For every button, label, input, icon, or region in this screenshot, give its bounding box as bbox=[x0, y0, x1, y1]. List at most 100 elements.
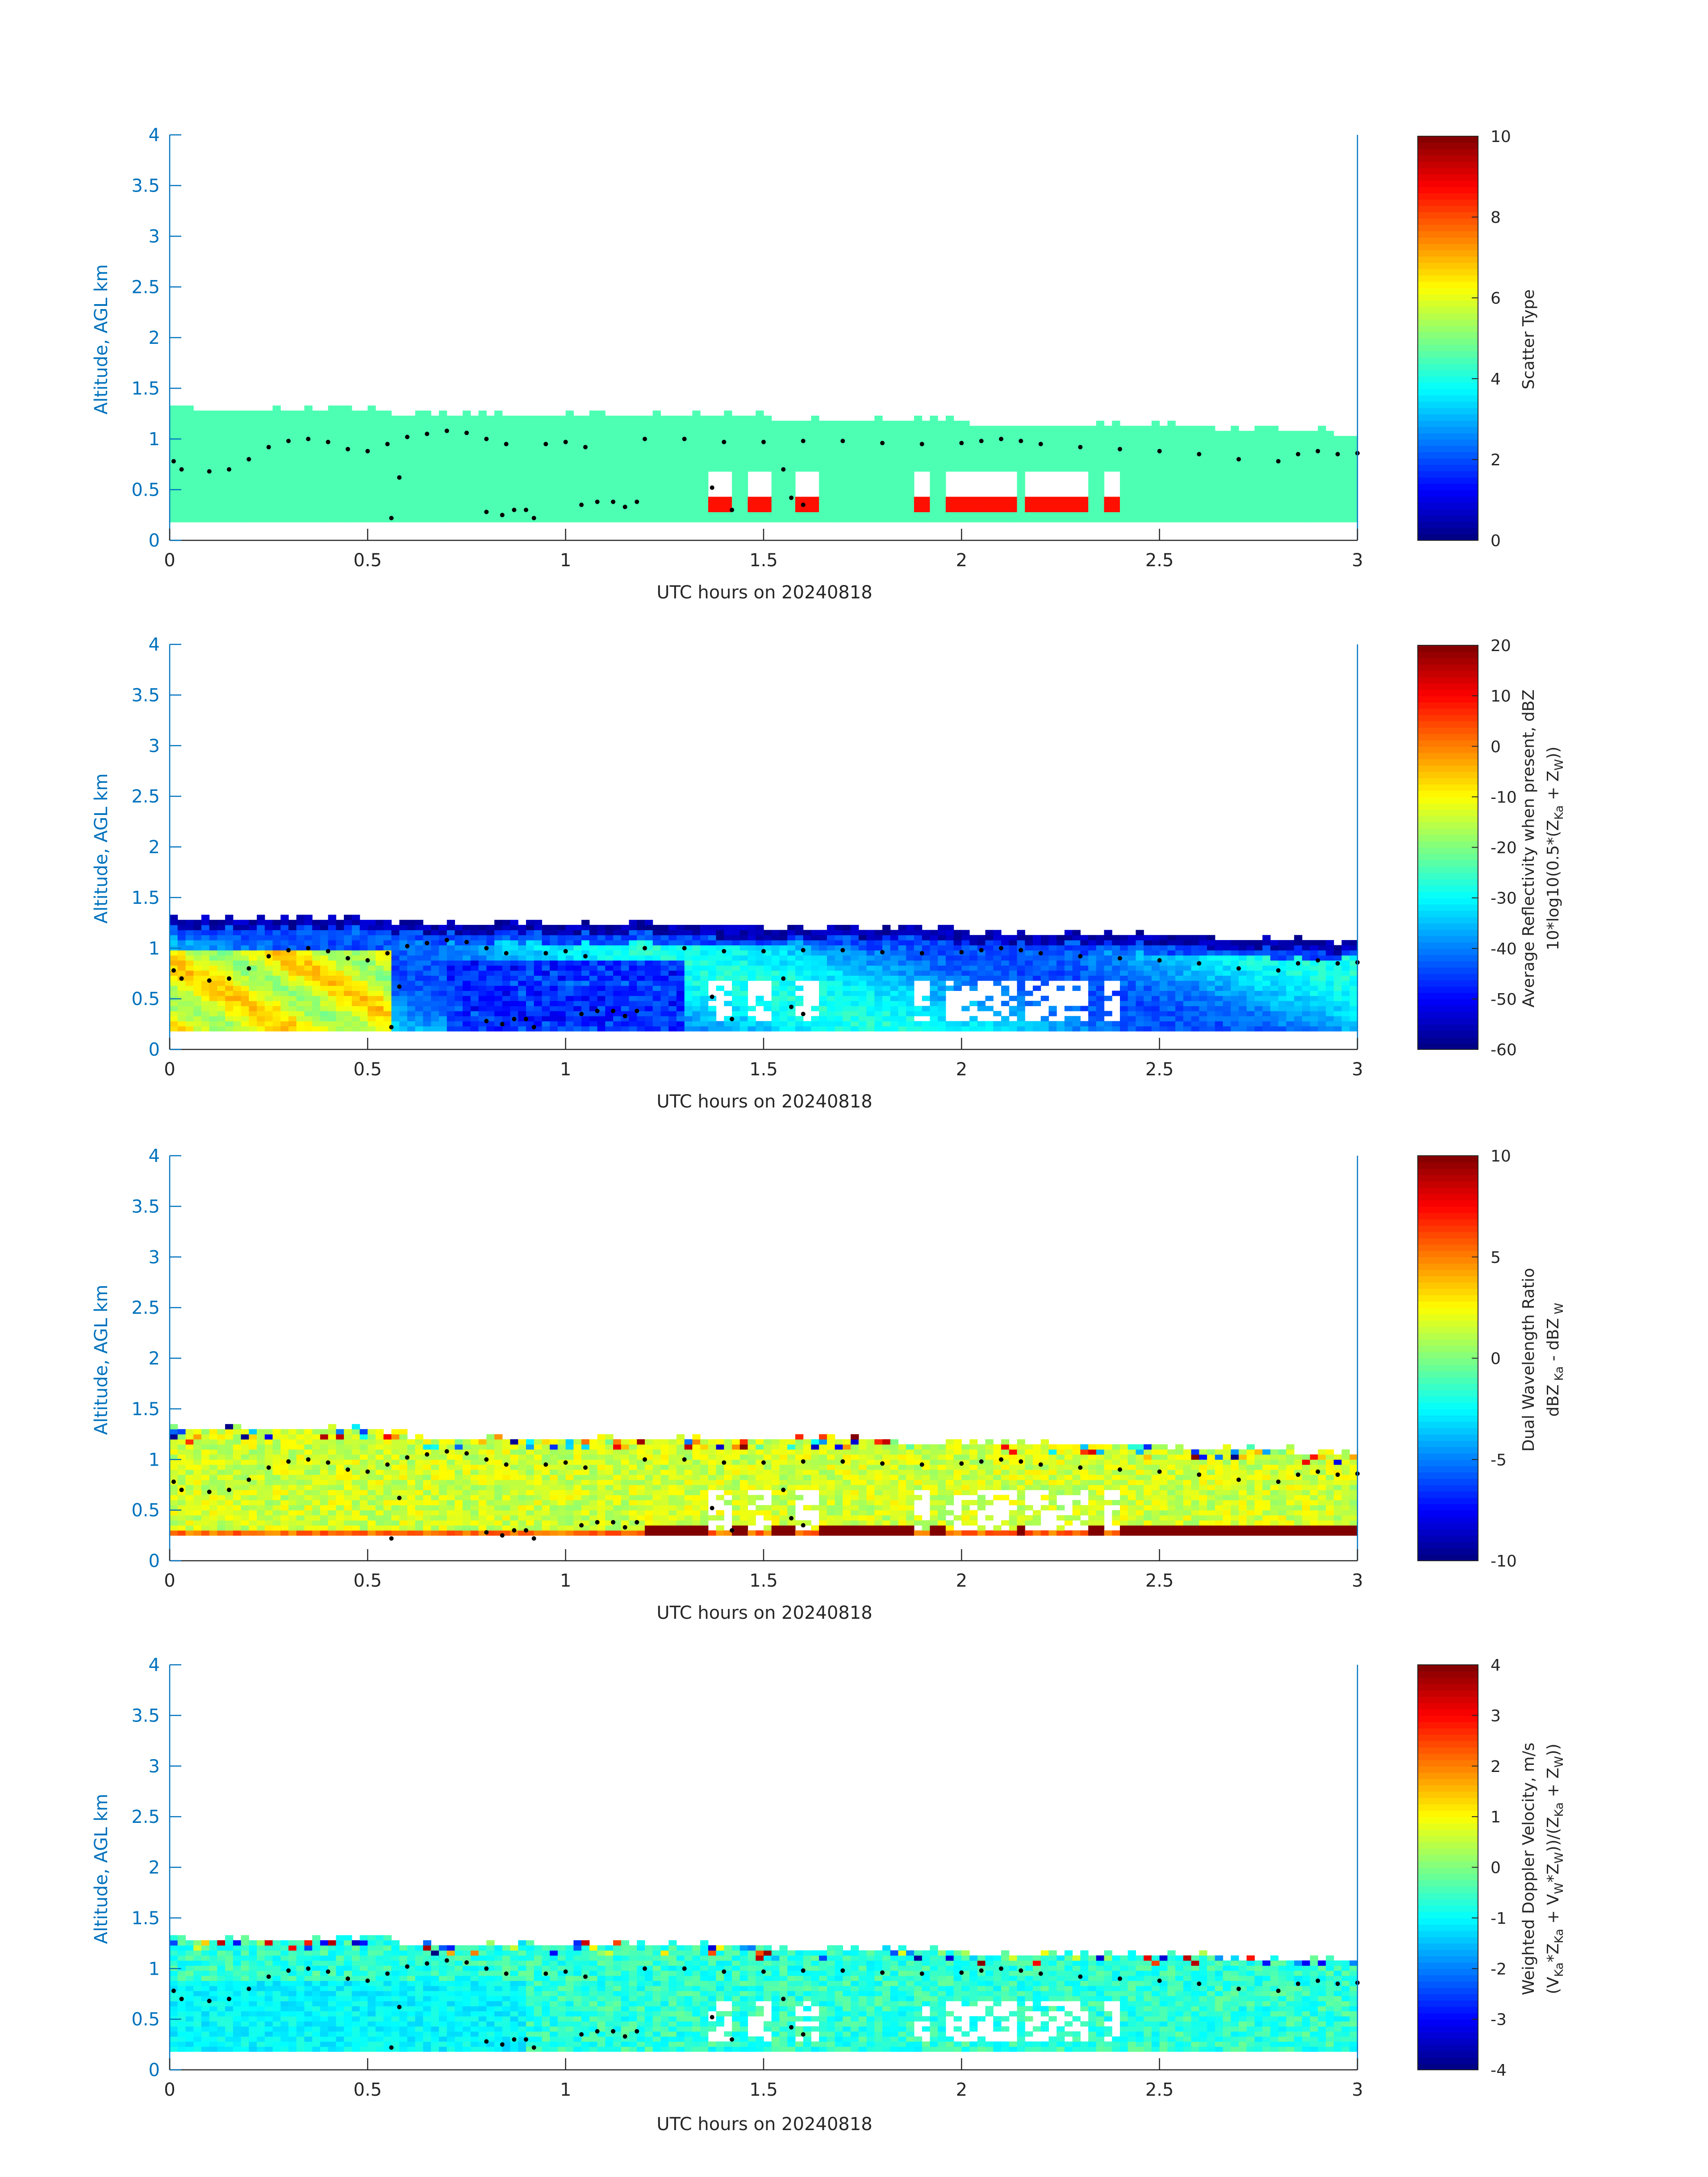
heatmap-cell bbox=[280, 512, 289, 518]
heatmap-cell bbox=[376, 410, 384, 416]
heatmap-cell bbox=[502, 975, 511, 981]
heatmap-cell bbox=[795, 950, 804, 956]
heatmap-cell bbox=[359, 919, 368, 925]
heatmap-cell bbox=[835, 476, 843, 482]
heatmap-cell bbox=[565, 426, 574, 431]
heatmap-cell bbox=[930, 512, 938, 518]
heatmap-cell bbox=[676, 925, 685, 930]
heatmap-cell bbox=[423, 1011, 431, 1016]
heatmap-cell bbox=[201, 965, 210, 971]
heatmap-cell bbox=[423, 476, 431, 482]
heatmap-cell bbox=[296, 960, 305, 966]
heatmap-cell bbox=[550, 980, 558, 986]
heatmap-cell bbox=[1215, 471, 1224, 477]
heatmap-cell bbox=[589, 497, 598, 502]
data-point bbox=[389, 516, 394, 521]
heatmap-cell bbox=[898, 507, 906, 512]
heatmap-cell bbox=[534, 965, 542, 971]
heatmap-cell bbox=[438, 436, 447, 442]
heatmap-cell bbox=[605, 415, 614, 421]
heatmap-cell bbox=[613, 965, 622, 971]
heatmap-cell bbox=[676, 501, 685, 507]
heatmap-cell bbox=[993, 426, 1002, 431]
heatmap-cell bbox=[851, 507, 859, 512]
heatmap-cell bbox=[383, 955, 392, 961]
heatmap-cell bbox=[1207, 436, 1215, 442]
heatmap-cell bbox=[1080, 446, 1089, 451]
heatmap-cell bbox=[336, 471, 344, 477]
heatmap-cell bbox=[652, 476, 661, 482]
heatmap-cell bbox=[898, 421, 906, 426]
heatmap-cell bbox=[312, 925, 321, 930]
heatmap-cell bbox=[502, 1011, 511, 1016]
heatmap-cell bbox=[874, 456, 883, 462]
heatmap-cell bbox=[771, 1016, 780, 1022]
heatmap-cell bbox=[637, 497, 645, 502]
heatmap-cell bbox=[217, 980, 226, 986]
heatmap-cell bbox=[470, 421, 479, 426]
heatmap-cell bbox=[581, 930, 590, 936]
colorbar-band bbox=[1418, 187, 1478, 193]
heatmap-cell bbox=[795, 441, 804, 447]
heatmap-cell bbox=[376, 995, 384, 1001]
heatmap-cell bbox=[225, 1021, 234, 1027]
heatmap-cell bbox=[455, 492, 463, 497]
heatmap-cell bbox=[470, 945, 479, 951]
heatmap-cell bbox=[376, 421, 384, 426]
heatmap-cell bbox=[249, 471, 257, 477]
heatmap-cell bbox=[391, 512, 400, 518]
heatmap-cell bbox=[391, 925, 400, 930]
heatmap-cell bbox=[739, 501, 748, 507]
heatmap-cell bbox=[1001, 456, 1010, 462]
heatmap-cell bbox=[1159, 497, 1168, 502]
heatmap-cell bbox=[209, 960, 217, 966]
heatmap-cell bbox=[835, 1026, 843, 1032]
heatmap-cell bbox=[383, 456, 392, 462]
heatmap-cell bbox=[898, 451, 906, 457]
heatmap-cell bbox=[376, 426, 384, 431]
heatmap-cell bbox=[708, 940, 717, 945]
heatmap-cell bbox=[1231, 481, 1239, 487]
heatmap-cell bbox=[438, 960, 447, 966]
heatmap-cell bbox=[692, 970, 701, 976]
heatmap-cell bbox=[652, 507, 661, 512]
heatmap-cell bbox=[225, 940, 234, 945]
heatmap-cell bbox=[1120, 507, 1128, 512]
heatmap-cell bbox=[288, 466, 297, 472]
colorbar-band bbox=[1418, 149, 1478, 156]
heatmap-cell bbox=[470, 415, 479, 421]
heatmap-cell bbox=[288, 415, 297, 421]
heatmap-cell bbox=[739, 930, 748, 936]
heatmap-cell bbox=[898, 497, 906, 502]
heatmap-cell bbox=[700, 980, 709, 986]
heatmap-cell bbox=[843, 925, 851, 930]
heatmap-cell bbox=[843, 970, 851, 976]
heatmap-cell bbox=[1112, 466, 1120, 472]
heatmap-cell bbox=[272, 497, 281, 502]
heatmap-cell bbox=[438, 430, 447, 436]
colorbar-band bbox=[1418, 515, 1478, 522]
heatmap-cell bbox=[502, 1021, 511, 1027]
colorbar-band bbox=[1418, 414, 1478, 421]
heatmap-cell bbox=[684, 476, 693, 482]
heatmap-cell bbox=[1048, 426, 1057, 431]
heatmap-cell bbox=[1088, 492, 1097, 497]
heatmap-cell bbox=[597, 1021, 606, 1027]
heatmap-cell bbox=[629, 497, 637, 502]
heatmap-cell bbox=[565, 986, 574, 991]
heatmap-cell bbox=[764, 507, 772, 512]
heatmap-cell bbox=[874, 512, 883, 518]
heatmap-cell bbox=[573, 1006, 582, 1011]
heatmap-cell bbox=[1207, 466, 1215, 472]
heatmap-cell bbox=[455, 1011, 463, 1016]
heatmap-cell bbox=[1223, 507, 1231, 512]
heatmap-cell bbox=[835, 451, 843, 457]
heatmap-cell bbox=[399, 426, 408, 431]
heatmap-cell bbox=[581, 517, 590, 522]
heatmap-cell bbox=[1183, 492, 1192, 497]
heatmap-cell bbox=[1223, 486, 1231, 492]
heatmap-cell bbox=[874, 451, 883, 457]
heatmap-cell bbox=[201, 507, 210, 512]
heatmap-cell bbox=[1120, 466, 1128, 472]
heatmap-cell bbox=[1302, 497, 1311, 502]
